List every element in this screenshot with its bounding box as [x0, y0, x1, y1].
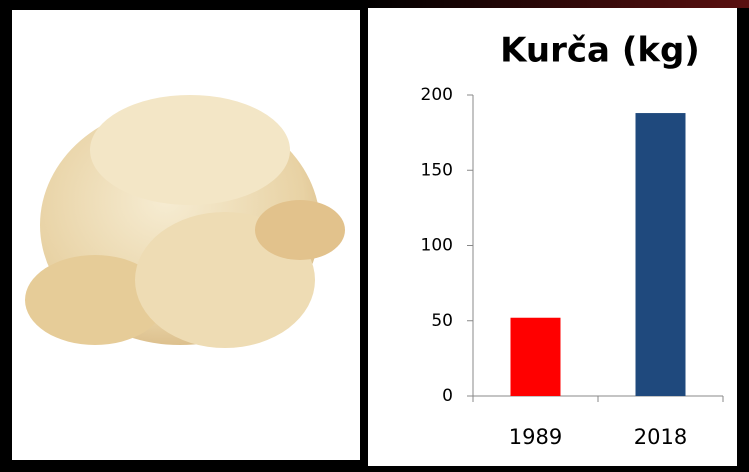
chart-title: Kurča (kg) [500, 31, 700, 71]
y-tick-label: 50 [431, 311, 453, 331]
chicken-wing [25, 255, 165, 345]
y-tick-label: 150 [421, 160, 453, 180]
y-tick-label: 0 [442, 386, 453, 406]
chicken-illustration [25, 95, 345, 348]
x-tick-label: 1989 [509, 425, 562, 449]
top-strip [360, 0, 749, 8]
chicken-drumstick [255, 200, 345, 260]
x-tick-label: 2018 [634, 425, 687, 449]
bar [635, 113, 686, 396]
y-tick-label: 100 [421, 236, 453, 256]
chicken-breast [90, 95, 290, 205]
y-tick-label: 200 [421, 85, 453, 105]
bar [510, 317, 561, 396]
